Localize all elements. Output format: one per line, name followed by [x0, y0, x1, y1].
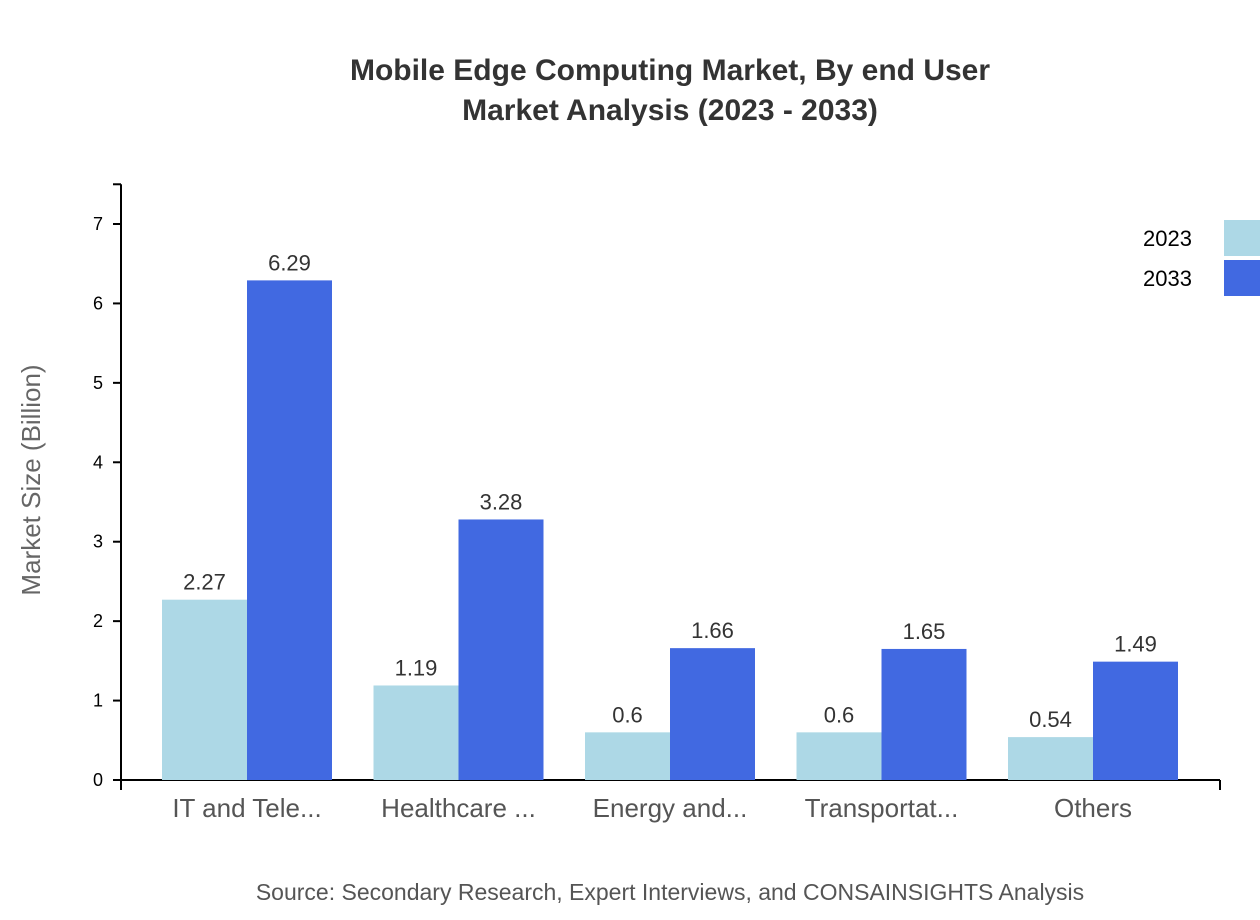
y-axis-label: Market Size (Billion) [16, 364, 46, 595]
legend-swatch-2023 [1224, 220, 1260, 256]
legend-swatch-2033 [1224, 260, 1260, 296]
y-tick-label: 4 [93, 452, 103, 472]
y-tick-label: 1 [93, 691, 103, 711]
y-tick-label: 6 [93, 293, 103, 313]
y-tick-label: 7 [93, 214, 103, 234]
bar-2033 [670, 648, 755, 780]
bar-2023 [162, 599, 247, 780]
bar-2033 [247, 280, 332, 780]
legend-label: 2033 [1143, 266, 1192, 291]
bar-2023 [373, 685, 459, 780]
y-tick-label: 0 [93, 770, 103, 790]
data-label: 0.6 [612, 702, 643, 727]
data-label: 0.6 [824, 702, 855, 727]
bar-2033 [1093, 661, 1178, 780]
y-tick-label: 5 [93, 373, 103, 393]
chart-title-line-1: Mobile Edge Computing Market, By end Use… [350, 54, 990, 87]
bar-2033 [881, 648, 967, 780]
data-label: 1.49 [1114, 632, 1157, 657]
y-tick-label: 2 [93, 611, 103, 631]
x-tick-label: Transportat... [805, 793, 959, 823]
bar-2023 [585, 732, 670, 780]
x-tick-label: Healthcare ... [381, 793, 536, 823]
data-label: 1.65 [903, 619, 946, 644]
bar-2023 [796, 732, 882, 780]
bar-2023 [1008, 737, 1093, 780]
data-label: 6.29 [268, 250, 311, 275]
x-tick-label: Energy and... [593, 793, 748, 823]
x-tick-label: Others [1054, 793, 1132, 823]
data-label: 1.19 [395, 655, 438, 680]
bar-2033 [458, 519, 544, 780]
y-tick-label: 3 [93, 532, 103, 552]
data-label: 1.66 [691, 618, 734, 643]
data-label: 3.28 [480, 489, 523, 514]
chart-title-line-2: Market Analysis (2023 - 2033) [462, 94, 878, 127]
data-label: 0.54 [1029, 707, 1072, 732]
data-label: 2.27 [183, 570, 226, 595]
source-note: Source: Secondary Research, Expert Inter… [256, 879, 1084, 905]
legend-label: 2023 [1143, 226, 1192, 251]
x-tick-label: IT and Tele... [172, 793, 321, 823]
